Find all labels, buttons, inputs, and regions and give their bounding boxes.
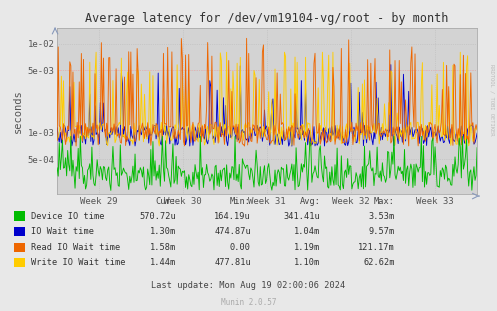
Y-axis label: seconds: seconds (13, 89, 23, 133)
Text: 164.19u: 164.19u (214, 212, 251, 220)
Text: 3.53m: 3.53m (369, 212, 395, 220)
Text: Munin 2.0.57: Munin 2.0.57 (221, 298, 276, 307)
Text: IO Wait time: IO Wait time (31, 227, 94, 236)
Text: 1.30m: 1.30m (150, 227, 176, 236)
Text: 1.19m: 1.19m (294, 243, 321, 252)
Text: 570.72u: 570.72u (140, 212, 176, 220)
Text: Min:: Min: (230, 197, 251, 206)
Text: 474.87u: 474.87u (214, 227, 251, 236)
Text: Max:: Max: (374, 197, 395, 206)
Text: 1.58m: 1.58m (150, 243, 176, 252)
Title: Average latency for /dev/vm19104-vg/root - by month: Average latency for /dev/vm19104-vg/root… (85, 12, 449, 26)
Text: Last update: Mon Aug 19 02:00:06 2024: Last update: Mon Aug 19 02:00:06 2024 (152, 281, 345, 290)
Text: Avg:: Avg: (300, 197, 321, 206)
Text: 1.44m: 1.44m (150, 258, 176, 267)
Text: Read IO Wait time: Read IO Wait time (31, 243, 120, 252)
Text: 0.00: 0.00 (230, 243, 251, 252)
Text: Cur:: Cur: (156, 197, 176, 206)
Text: RRDTOOL / TOBI OETIKER: RRDTOOL / TOBI OETIKER (490, 64, 495, 135)
Text: Device IO time: Device IO time (31, 212, 104, 220)
Text: 1.04m: 1.04m (294, 227, 321, 236)
Text: 1.10m: 1.10m (294, 258, 321, 267)
Text: 9.57m: 9.57m (369, 227, 395, 236)
Text: Write IO Wait time: Write IO Wait time (31, 258, 125, 267)
Text: 121.17m: 121.17m (358, 243, 395, 252)
Text: 477.81u: 477.81u (214, 258, 251, 267)
Text: 62.62m: 62.62m (364, 258, 395, 267)
Text: 341.41u: 341.41u (284, 212, 321, 220)
